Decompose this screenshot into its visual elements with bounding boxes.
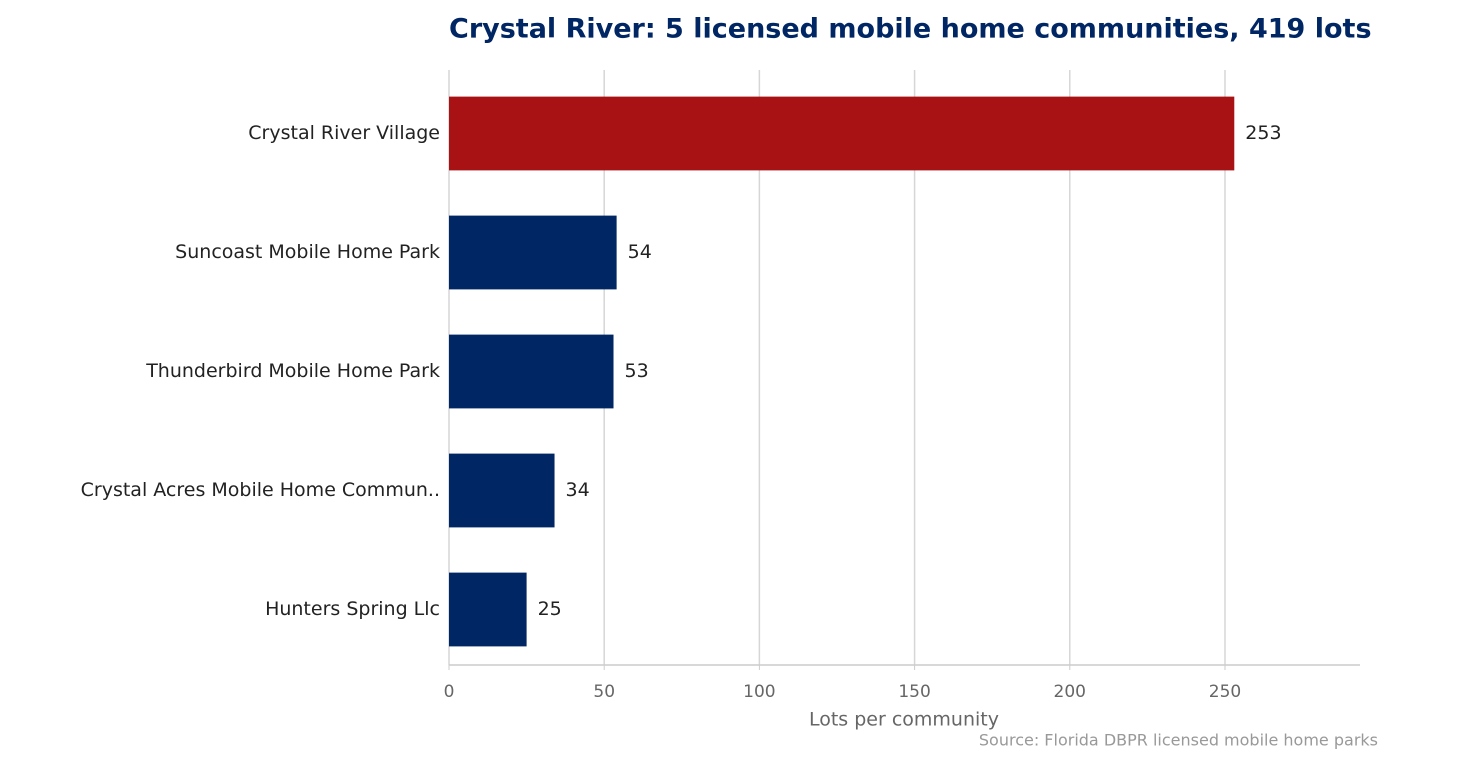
- x-tick-label: 150: [898, 682, 930, 702]
- value-label: 34: [566, 479, 590, 501]
- y-tick-label: Hunters Spring Llc: [265, 598, 440, 620]
- source-note: Source: Florida DBPR licensed mobile hom…: [979, 731, 1378, 750]
- y-tick-label: Crystal Acres Mobile Home Commun..: [81, 479, 440, 501]
- bar: [449, 572, 527, 647]
- x-tick-label: 0: [444, 682, 455, 702]
- value-label: 253: [1245, 122, 1281, 144]
- bar: [449, 96, 1235, 171]
- x-axis-label: Lots per community: [809, 709, 999, 731]
- value-label: 54: [628, 241, 652, 263]
- chart-title: Crystal River: 5 licensed mobile home co…: [449, 14, 1372, 45]
- value-label: 53: [625, 360, 649, 382]
- x-tick-label: 100: [743, 682, 775, 702]
- y-tick-label: Crystal River Village: [248, 122, 440, 144]
- bar: [449, 334, 614, 409]
- value-label: 25: [538, 598, 562, 620]
- y-tick-label: Suncoast Mobile Home Park: [175, 241, 440, 263]
- x-tick-label: 50: [593, 682, 615, 702]
- x-tick-label: 200: [1054, 682, 1086, 702]
- bar: [449, 453, 555, 528]
- bar: [449, 215, 617, 290]
- y-tick-label: Thunderbird Mobile Home Park: [145, 360, 440, 382]
- x-tick-label: 250: [1209, 682, 1241, 702]
